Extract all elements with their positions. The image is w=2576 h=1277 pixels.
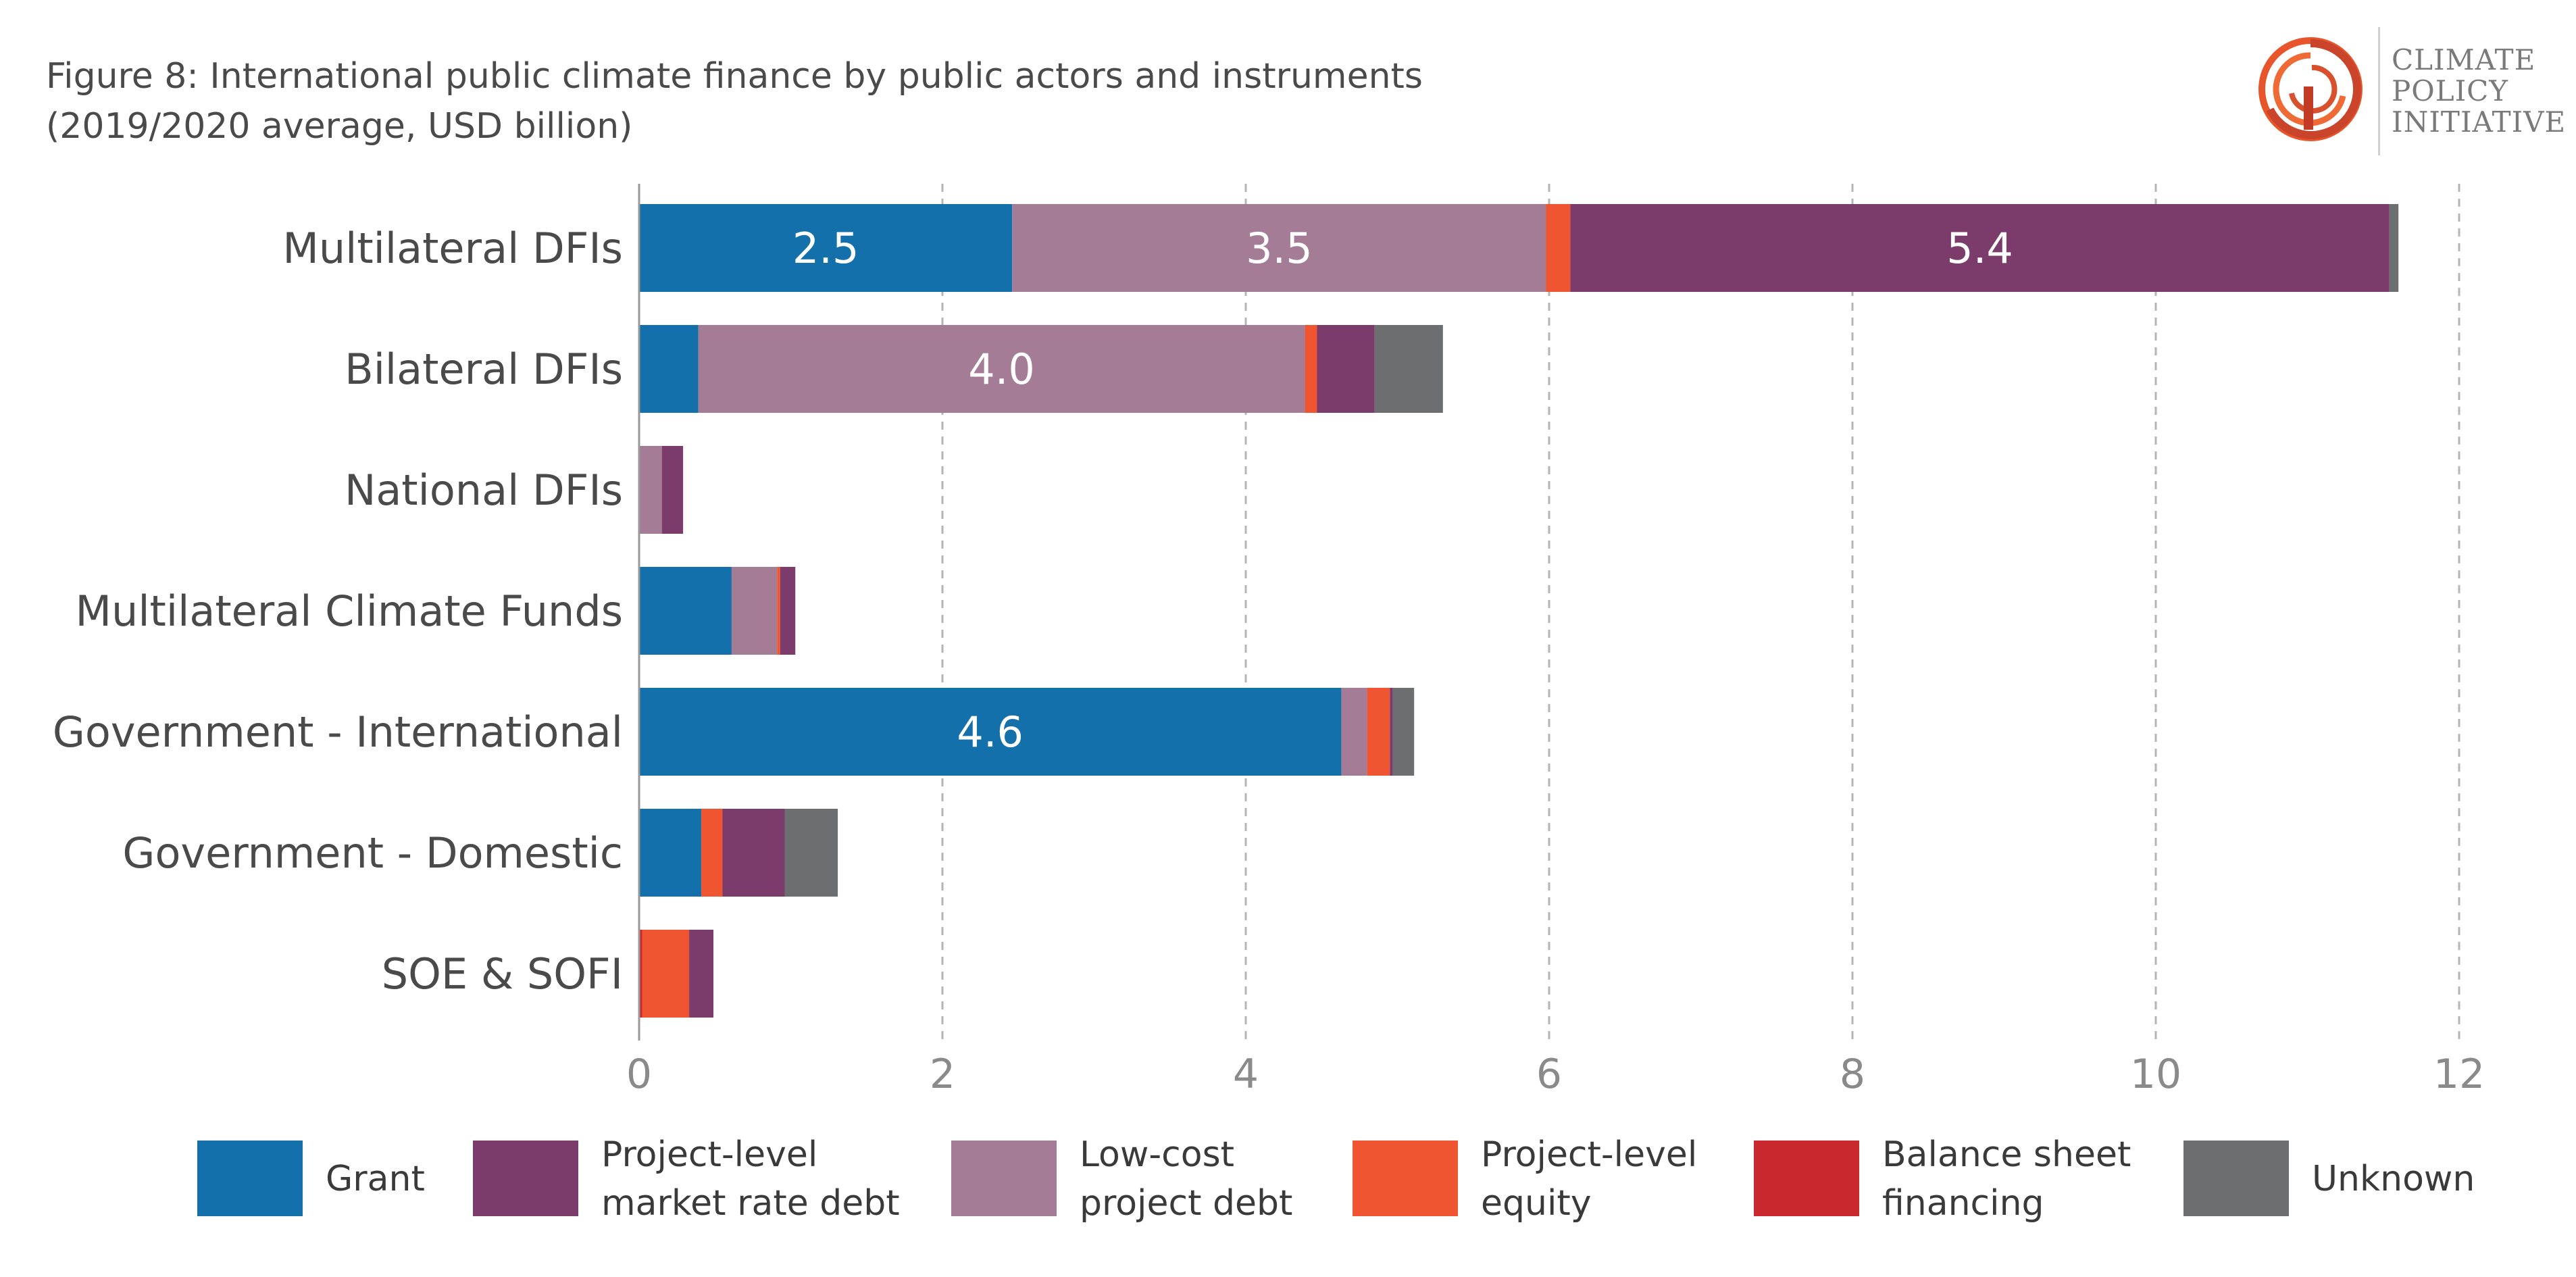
legend-label-line: project debt xyxy=(1080,1183,1293,1224)
legend-swatch xyxy=(951,1141,1057,1216)
x-tick-label: 6 xyxy=(1536,1051,1562,1098)
x-tick-label: 4 xyxy=(1233,1051,1259,1098)
bar-unknown-multilateral-dfis xyxy=(2389,204,2399,292)
bar-unknown-bilateral-dfis xyxy=(1374,325,1443,413)
gridlines xyxy=(941,184,2460,1041)
category-label-multilateral-dfis: Multilateral DFIs xyxy=(282,224,623,273)
bar-balance_sheet-soe-sofi xyxy=(639,930,642,1018)
bar-lowcost_debt-national-dfis xyxy=(639,446,662,534)
logo-text: CLIMATE POLICY INITIATIVE xyxy=(2392,45,2566,138)
category-label-national-dfis: National DFIs xyxy=(345,466,623,515)
bar-market_debt-bilateral-dfis xyxy=(1317,325,1375,413)
legend-label-line: Project-level xyxy=(601,1134,818,1175)
data-labels: 2.5 3.5 5.4 4.0 4.6 xyxy=(792,224,2013,757)
bar-equity-bilateral-dfis xyxy=(1305,325,1317,413)
chart-title: Figure 8: International public climate f… xyxy=(46,51,1423,151)
category-labels: Multilateral DFIs Bilateral DFIs National … xyxy=(53,224,623,999)
logo-line-2: POLICY xyxy=(2392,74,2509,107)
bar-grant-bilateral-dfis xyxy=(639,325,699,413)
chart-title-line-1: Figure 8: International public climate f… xyxy=(46,56,1423,97)
bar-market_debt-government-domestic xyxy=(722,809,785,897)
legend-label: Project-level market rate debt xyxy=(601,1134,953,1224)
bar-equity-government-international xyxy=(1367,688,1390,776)
legend-label-line: financing xyxy=(1882,1183,2044,1224)
bars xyxy=(639,204,2399,1018)
bar-lowcost_debt-bilateral-dfis xyxy=(698,325,1305,413)
cpi-swirl-icon xyxy=(2258,37,2363,141)
data-label: 3.5 xyxy=(1246,224,1313,273)
x-tick-label: 12 xyxy=(2433,1051,2485,1098)
legend-swatch xyxy=(1353,1141,1458,1216)
legend-label-line: Balance sheet xyxy=(1882,1134,2131,1175)
bar-equity-government-domestic xyxy=(701,809,723,897)
logo-line-3: INITIATIVE xyxy=(2392,105,2567,139)
legend-label-line: equity xyxy=(1481,1183,1592,1224)
bar-equity-soe-sofi xyxy=(642,930,690,1018)
bar-market_debt-multilateral-dfis xyxy=(1570,204,2390,292)
legend-label-line: Unknown xyxy=(2312,1159,2475,1199)
bar-lowcost_debt-multilateral-dfis xyxy=(1012,204,1546,292)
x-tick-label: 2 xyxy=(930,1051,955,1098)
category-label-government-domestic: Government - Domestic xyxy=(122,828,623,878)
data-label: 4.6 xyxy=(957,707,1024,757)
data-label: 2.5 xyxy=(792,224,859,273)
data-label: 4.0 xyxy=(968,345,1035,394)
legend-swatch xyxy=(1754,1141,1859,1216)
chart-subtitle: (2019/2020 average, USD billion) xyxy=(46,106,633,147)
bar-lowcost_debt-government-international xyxy=(1341,688,1367,776)
x-tick-label: 10 xyxy=(2130,1051,2181,1098)
data-label: 5.4 xyxy=(1946,224,2013,273)
legend: Grant Project-level market rate debt Low-co… xyxy=(0,1134,2576,1236)
bar-unknown-government-international xyxy=(1392,688,1415,776)
legend-swatch xyxy=(473,1141,578,1216)
legend-swatch xyxy=(197,1141,303,1216)
climate-policy-initiative-logo: CLIMATE POLICY INITIATIVE xyxy=(2250,23,2565,158)
legend-label-line: Project-level xyxy=(1481,1134,1698,1175)
bar-equity-multilateral-climate-funds xyxy=(777,567,780,655)
bar-market_debt-multilateral-climate-funds xyxy=(780,567,796,655)
legend-label: Project-level equity xyxy=(1481,1134,1832,1224)
bar-grant-multilateral-dfis xyxy=(639,204,1013,292)
category-label-bilateral-dfis: Bilateral DFIs xyxy=(345,345,623,394)
logo-line-1: CLIMATE xyxy=(2392,43,2536,76)
legend-label: Low-cost project debt xyxy=(1080,1134,1431,1224)
bar-lowcost_debt-multilateral-climate-funds xyxy=(731,567,778,655)
bar-grant-government-international xyxy=(639,688,1342,776)
logo-divider xyxy=(2378,27,2380,155)
bar-grant-government-domestic xyxy=(639,809,702,897)
legend-label-line: market rate debt xyxy=(601,1183,900,1224)
category-label-multilateral-climate-funds: Multilateral Climate Funds xyxy=(76,586,623,636)
category-label-soe-sofi: SOE & SOFI xyxy=(382,949,623,999)
legend-label-line: Grant xyxy=(326,1159,425,1199)
bar-market_debt-soe-sofi xyxy=(689,930,714,1018)
legend-label: Grant xyxy=(326,1135,677,1223)
legend-swatch xyxy=(2183,1141,2289,1216)
legend-label: Unknown xyxy=(2312,1135,2576,1223)
bar-grant-multilateral-climate-funds xyxy=(639,567,732,655)
bar-equity-multilateral-dfis xyxy=(1546,204,1571,292)
x-tick-label: 0 xyxy=(626,1051,652,1098)
x-axis-ticks: 0 2 4 6 8 10 12 xyxy=(626,1051,2485,1098)
bar-unknown-government-domestic xyxy=(784,809,838,897)
legend-label-line: Low-cost xyxy=(1080,1134,1235,1175)
bar-market_debt-national-dfis xyxy=(661,446,684,534)
legend-label: Balance sheet financing xyxy=(1882,1134,2233,1224)
stacked-bar-chart: 2.5 3.5 5.4 4.0 4.6 Multilateral DFIs Bilater… xyxy=(53,184,2485,1098)
x-tick-label: 8 xyxy=(1840,1051,1865,1098)
bar-market_debt-government-international xyxy=(1390,688,1393,776)
category-label-government-international: Government - International xyxy=(53,707,623,757)
